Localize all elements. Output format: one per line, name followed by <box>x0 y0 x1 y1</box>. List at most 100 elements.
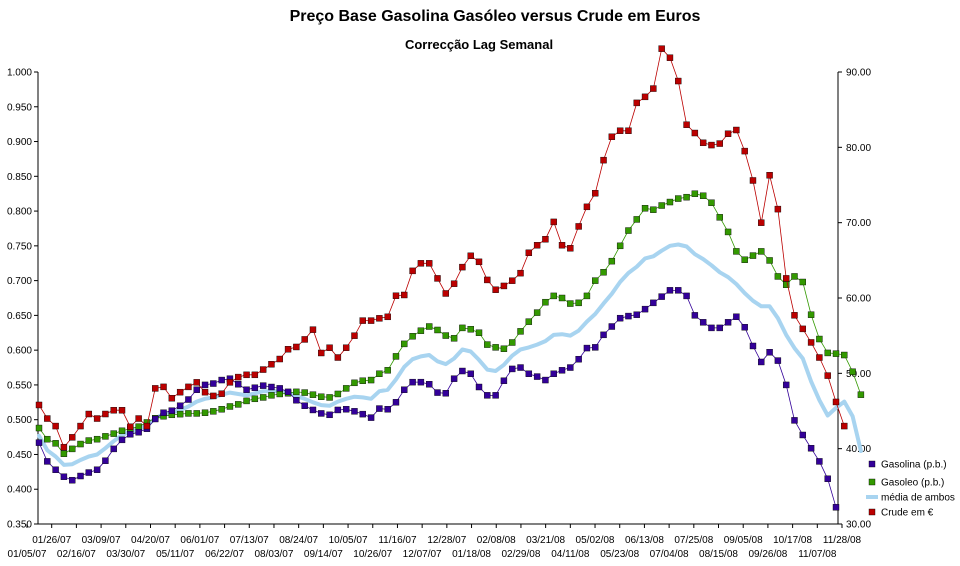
data-point <box>102 410 109 418</box>
data-point <box>160 383 167 391</box>
data-point <box>733 313 740 320</box>
data-point <box>218 406 225 413</box>
data-point <box>467 326 474 333</box>
data-point <box>351 379 358 387</box>
data-point <box>467 252 474 260</box>
data-point <box>675 195 682 202</box>
x-tick-label: 10/05/07 <box>329 535 368 546</box>
y-tick-label: 0.800 <box>7 207 32 218</box>
data-point <box>633 216 640 223</box>
y-tick-label: 0.400 <box>7 485 32 496</box>
data-point <box>816 335 823 343</box>
series-1 <box>35 190 865 457</box>
data-point <box>60 450 68 457</box>
data-point <box>102 433 109 440</box>
x-tick-label: 12/28/07 <box>427 535 466 546</box>
data-point <box>434 275 441 282</box>
data-point <box>774 273 782 280</box>
y2-tick-label: 30.00 <box>846 520 871 531</box>
data-point <box>359 317 366 324</box>
data-point <box>185 396 192 403</box>
x-tick-label: 03/21/08 <box>526 535 565 546</box>
data-point <box>401 291 408 299</box>
data-point <box>699 319 707 326</box>
x-tick-label: 07/04/08 <box>650 549 689 560</box>
data-point <box>791 312 798 319</box>
data-point <box>758 219 765 226</box>
data-point <box>334 406 342 414</box>
y-axis-ticks: 1.000 0.950 0.900 0.850 0.800 0.750 0.700 0.650… <box>7 68 38 531</box>
data-point <box>193 410 200 417</box>
data-point <box>77 440 84 448</box>
data-point <box>69 445 76 453</box>
data-point <box>699 139 707 147</box>
data-point <box>567 364 574 371</box>
data-point <box>176 410 184 418</box>
data-point <box>799 431 806 439</box>
data-point <box>77 422 84 430</box>
data-point <box>152 415 159 423</box>
data-point <box>459 324 466 332</box>
x-tick-label: 11/07/08 <box>798 549 837 560</box>
data-point <box>567 300 574 307</box>
data-point <box>766 257 773 264</box>
data-point <box>666 198 674 206</box>
data-point <box>409 333 416 340</box>
y2-tick-label: 70.00 <box>846 218 871 229</box>
data-point <box>44 458 51 465</box>
data-point <box>293 388 300 396</box>
data-point <box>442 390 450 397</box>
data-point <box>118 427 126 435</box>
data-point <box>284 346 292 353</box>
data-point <box>542 236 549 243</box>
data-point <box>309 406 317 414</box>
data-point <box>658 45 665 52</box>
data-point <box>268 383 275 391</box>
data-point <box>351 332 358 339</box>
data-point <box>392 353 400 360</box>
data-point <box>675 287 682 294</box>
x-axis-ticks: 01/05/07 01/26/07 02/16/07 03/09/07 03/30/07… <box>8 524 862 560</box>
x-tick-label: 11/16/07 <box>378 535 417 546</box>
data-point <box>334 390 342 398</box>
data-point <box>376 405 383 412</box>
data-point <box>243 371 250 379</box>
x-tick-label: 06/13/08 <box>625 535 664 546</box>
data-point <box>259 394 267 401</box>
data-point <box>52 422 59 430</box>
series-2 <box>37 242 863 467</box>
x-tick-label: 08/15/08 <box>699 549 738 560</box>
data-point <box>567 245 574 252</box>
data-point <box>592 190 599 197</box>
data-point <box>93 415 101 422</box>
data-point <box>118 436 126 444</box>
data-point <box>791 273 798 280</box>
series-line <box>38 289 837 508</box>
data-point <box>592 277 599 284</box>
legend: Gasolina (p.b.) Gasoleo (p.b.) média de am… <box>866 460 955 519</box>
data-point <box>525 249 533 257</box>
y-tick-label: 0.500 <box>7 415 32 426</box>
data-point <box>484 341 491 348</box>
data-point <box>683 121 690 128</box>
x-tick-label: 06/22/07 <box>205 549 244 560</box>
y-tick-label: 0.700 <box>7 276 32 287</box>
y-tick-label: 0.450 <box>7 450 32 461</box>
data-point <box>600 156 607 164</box>
x-tick-label: 02/29/08 <box>501 549 540 560</box>
data-point <box>69 434 76 441</box>
legend-label: Gasoleo (p.b.) <box>881 478 944 489</box>
data-point <box>608 323 616 330</box>
data-point <box>633 99 640 107</box>
data-point <box>434 326 441 334</box>
data-point <box>525 370 533 377</box>
data-point <box>210 380 217 387</box>
data-point <box>592 344 599 351</box>
data-point <box>384 313 391 321</box>
data-point <box>384 406 391 413</box>
data-point <box>832 398 840 406</box>
data-point <box>683 193 690 201</box>
data-point <box>517 269 524 277</box>
data-point <box>69 476 76 484</box>
x-tick-label: 10/17/08 <box>773 535 812 546</box>
